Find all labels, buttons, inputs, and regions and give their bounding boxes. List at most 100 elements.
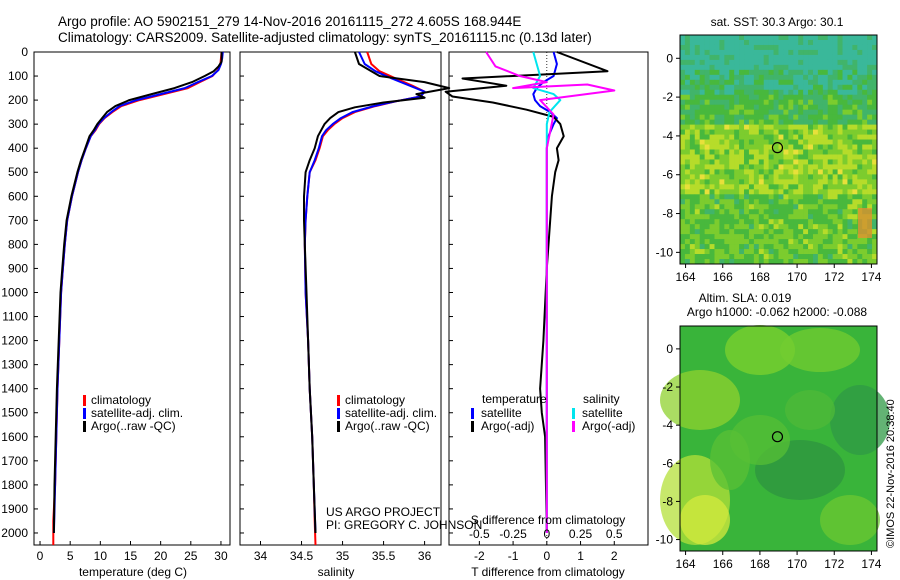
sst-cell	[744, 154, 750, 160]
sst-cell	[729, 249, 735, 255]
sst-cell	[788, 54, 794, 61]
sst-cell	[744, 194, 750, 200]
legend-label-climatology: climatology	[91, 393, 151, 407]
sst-cell	[862, 149, 868, 155]
sst-cell	[872, 194, 878, 200]
sst-cell	[714, 159, 720, 165]
sst-cell	[773, 79, 779, 86]
sst-cell	[803, 249, 809, 255]
legend-label-temp-argo: Argo(-adj)	[481, 419, 534, 433]
map-lat-label: 0	[666, 51, 673, 65]
sst-cell	[748, 169, 755, 175]
sst-cell	[719, 139, 725, 145]
sst-cell	[724, 159, 730, 165]
sst-cell	[719, 144, 725, 150]
sst-cell	[763, 139, 769, 145]
sst-cell	[753, 124, 760, 130]
sst-cell	[744, 209, 750, 215]
depth-tick-label: 1000	[1, 285, 28, 299]
sst-cell	[768, 79, 774, 86]
sst-cell	[783, 109, 789, 115]
sst-cell	[699, 94, 705, 101]
sst-cell	[803, 129, 809, 135]
sst-cell	[857, 184, 863, 190]
sst-cell	[817, 254, 824, 260]
sst-cell	[744, 149, 750, 155]
sst-cell	[744, 49, 750, 56]
sst-cell	[734, 154, 740, 160]
sst-cell	[753, 249, 760, 255]
sla-anomaly-blob	[820, 495, 880, 545]
sst-cell	[709, 119, 715, 125]
x-tick-label: 35.5	[372, 549, 396, 563]
sst-cell	[704, 94, 710, 101]
sst-cell	[734, 99, 740, 105]
sst-cell	[783, 129, 789, 135]
map-lon-label: 170	[787, 557, 807, 571]
sst-cell	[748, 164, 755, 170]
sst-cell	[684, 119, 691, 125]
sst-cell	[753, 164, 760, 170]
sst-cell	[744, 114, 750, 120]
sst-cell	[867, 144, 873, 150]
sst-cell	[872, 154, 878, 160]
sst-cell	[719, 149, 725, 155]
sst-cell	[714, 39, 720, 46]
x-tick-label: -2	[474, 549, 485, 563]
sst-cell	[872, 104, 878, 110]
sst-cell	[704, 189, 710, 195]
sst-cell	[783, 54, 789, 61]
sst-cell	[852, 114, 858, 120]
sst-cell	[729, 189, 735, 195]
sst-cell	[753, 179, 760, 185]
sst-cell	[704, 154, 710, 160]
sst-cell	[699, 184, 705, 190]
sst-cell	[719, 94, 725, 101]
sst-cell	[832, 184, 838, 190]
sst-cell	[729, 149, 735, 155]
sst-cell	[709, 239, 715, 245]
sst-cell	[758, 229, 765, 235]
sst-cell	[744, 214, 750, 220]
sst-cell	[758, 49, 765, 56]
sst-cell	[827, 239, 833, 245]
sst-cell	[798, 54, 804, 61]
sst-cell	[729, 54, 735, 61]
sst-cell	[793, 149, 799, 155]
sst-cell	[793, 234, 799, 240]
sst-cell	[719, 119, 725, 125]
sst-cell	[852, 249, 858, 255]
sst-cell	[832, 139, 838, 145]
sst-cell	[872, 189, 878, 195]
sst-cell	[768, 209, 774, 215]
sst-cell	[763, 239, 769, 245]
sst-cell	[704, 144, 710, 150]
map-lat-label: -4	[662, 129, 673, 143]
sst-cell	[837, 179, 843, 185]
x-tick-label: 36	[418, 549, 432, 563]
sst-cell	[694, 79, 700, 86]
sst-cell	[803, 204, 809, 210]
sst-cell	[739, 79, 745, 86]
sst-cell	[709, 69, 715, 76]
sst-cell	[763, 174, 769, 180]
sst-cell	[694, 259, 700, 265]
sst-cell	[773, 99, 779, 105]
sst-cell	[734, 149, 740, 155]
sst-cell	[768, 179, 774, 185]
sst-cell	[852, 119, 858, 125]
sst-cell	[753, 99, 760, 105]
sst-cell	[684, 59, 691, 66]
sst-cell	[793, 44, 799, 51]
sst-cell	[842, 234, 848, 240]
sst-cell	[704, 124, 710, 130]
sst-cell	[744, 164, 750, 170]
sst-cell	[812, 214, 819, 220]
sst-cell	[763, 89, 769, 96]
sst-cell	[739, 59, 745, 66]
sst-cell	[852, 109, 858, 115]
sst-cell	[822, 169, 829, 175]
sst-cell	[812, 129, 819, 135]
sst-cell	[773, 35, 779, 41]
